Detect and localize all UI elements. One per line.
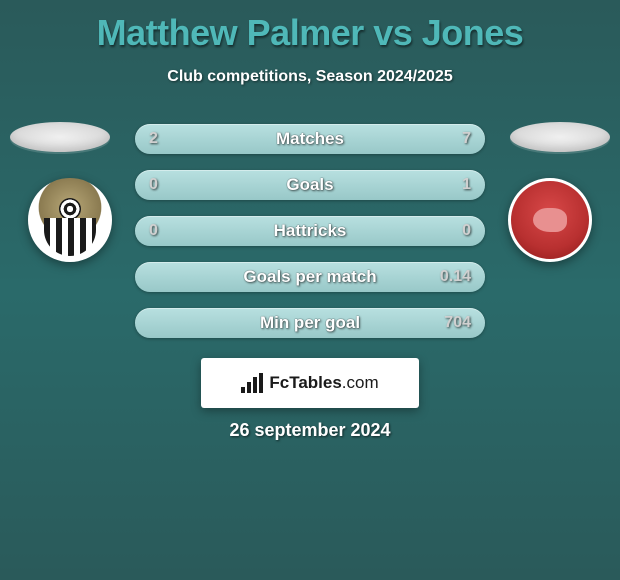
subtitle: Club competitions, Season 2024/2025	[0, 68, 620, 86]
stat-label: Min per goal	[135, 308, 485, 338]
brand-domain: .com	[342, 373, 379, 392]
right-club-badge	[508, 178, 592, 262]
stat-label: Hattricks	[135, 216, 485, 246]
left-player-oval	[10, 122, 110, 152]
brand-text: FcTables.com	[269, 373, 378, 393]
stat-right-value: 1	[462, 170, 471, 200]
page-title: Matthew Palmer vs Jones	[0, 0, 620, 54]
stat-right-value: 0	[462, 216, 471, 246]
stat-row-goals: 0 Goals 1	[135, 170, 485, 200]
stat-label: Goals	[135, 170, 485, 200]
stats-bars: 2 Matches 7 0 Goals 1 0 Hattricks 0 Goal…	[135, 124, 485, 354]
date-label: 26 september 2024	[0, 420, 620, 441]
left-club-badge	[28, 178, 112, 262]
stat-row-hattricks: 0 Hattricks 0	[135, 216, 485, 246]
stat-row-min-per-goal: Min per goal 704	[135, 308, 485, 338]
stat-right-value: 7	[462, 124, 471, 154]
brand-name: FcTables	[269, 373, 341, 392]
right-player-oval	[510, 122, 610, 152]
stat-right-value: 704	[444, 308, 471, 338]
bar-chart-icon	[241, 373, 263, 393]
stat-label: Matches	[135, 124, 485, 154]
brand-box[interactable]: FcTables.com	[201, 358, 419, 408]
stat-label: Goals per match	[135, 262, 485, 292]
stat-row-goals-per-match: Goals per match 0.14	[135, 262, 485, 292]
stat-row-matches: 2 Matches 7	[135, 124, 485, 154]
stat-right-value: 0.14	[440, 262, 471, 292]
